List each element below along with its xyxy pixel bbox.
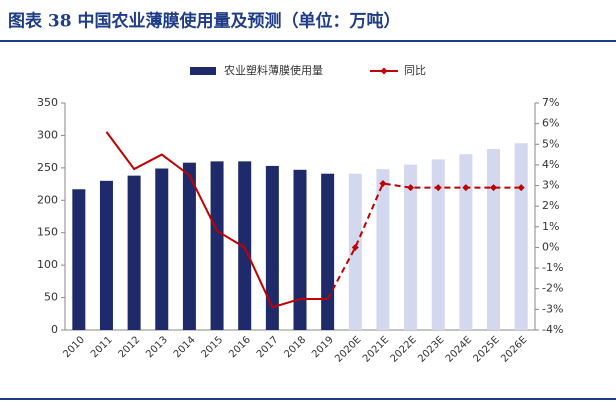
y-tick-label: 150 xyxy=(37,226,58,239)
line-marker xyxy=(490,184,498,192)
y2-tick-label: 2% xyxy=(542,199,559,212)
x-tick-label: 2023E xyxy=(416,334,446,364)
x-tick-label: 2011 xyxy=(89,334,115,360)
y-tick-label: 300 xyxy=(37,128,58,141)
line-marker xyxy=(434,184,442,192)
y2-tick-label: -3% xyxy=(542,302,563,315)
x-tick-label: 2013 xyxy=(144,334,170,360)
bar xyxy=(431,159,445,330)
x-tick-label: 2014 xyxy=(172,334,198,360)
y2-tick-label: 5% xyxy=(542,137,559,150)
line xyxy=(326,182,522,300)
y2-tick-label: -2% xyxy=(542,282,563,295)
x-tick-label: 2021E xyxy=(361,334,391,364)
bar xyxy=(182,162,196,330)
x-tick-label: 2022E xyxy=(389,334,419,364)
y-tick-label: 100 xyxy=(37,258,58,271)
line-marker xyxy=(517,184,525,192)
x-tick-label: 2018 xyxy=(282,334,308,360)
legend-label: 同比 xyxy=(404,64,426,77)
y2-tick-label: 4% xyxy=(542,158,559,171)
bar xyxy=(293,169,307,330)
line-marker xyxy=(351,243,359,251)
bar xyxy=(321,173,335,330)
bar xyxy=(348,173,362,330)
bar xyxy=(404,164,418,330)
x-tick-label: 2024E xyxy=(444,334,474,364)
y2-tick-label: 7% xyxy=(542,96,559,109)
legend-label: 农业塑料薄膜使用量 xyxy=(224,63,323,77)
bar xyxy=(238,161,252,330)
line-marker xyxy=(462,184,470,192)
bar xyxy=(376,169,390,330)
bar xyxy=(265,165,279,330)
y-tick-label: 0 xyxy=(51,323,58,336)
legend-swatch xyxy=(380,67,388,75)
bar xyxy=(487,149,501,330)
legend-swatch xyxy=(190,67,216,75)
x-tick-label: 2017 xyxy=(255,334,281,360)
bar xyxy=(127,175,141,330)
bar xyxy=(155,168,169,330)
bar xyxy=(72,189,86,330)
y2-tick-label: -1% xyxy=(542,261,563,274)
x-tick-label: 2016 xyxy=(227,334,253,360)
x-tick-label: 2019 xyxy=(310,334,336,360)
bar xyxy=(99,180,113,330)
y2-tick-label: -4% xyxy=(542,323,563,336)
y-tick-label: 350 xyxy=(37,96,58,109)
line-marker xyxy=(407,184,415,192)
line-marker xyxy=(379,179,387,187)
bar xyxy=(459,154,473,330)
line xyxy=(105,131,328,309)
bar xyxy=(210,161,224,330)
y-tick-label: 50 xyxy=(44,291,58,304)
y-tick-label: 200 xyxy=(37,193,58,206)
y2-tick-label: 1% xyxy=(542,220,559,233)
x-tick-label: 2010 xyxy=(61,334,87,360)
x-tick-label: 2012 xyxy=(117,334,143,360)
y2-tick-label: 6% xyxy=(542,117,559,130)
y-tick-label: 250 xyxy=(37,161,58,174)
bar xyxy=(514,143,528,330)
y2-tick-label: 0% xyxy=(542,240,559,253)
x-tick-label: 2025E xyxy=(472,334,502,364)
x-tick-label: 2026E xyxy=(499,334,529,364)
y2-tick-label: 3% xyxy=(542,179,559,192)
chart-title: 图表 38 中国农业薄膜使用量及预测（单位：万吨） xyxy=(8,11,401,32)
x-tick-label: 2015 xyxy=(200,334,226,360)
x-tick-label: 2020E xyxy=(333,334,363,364)
